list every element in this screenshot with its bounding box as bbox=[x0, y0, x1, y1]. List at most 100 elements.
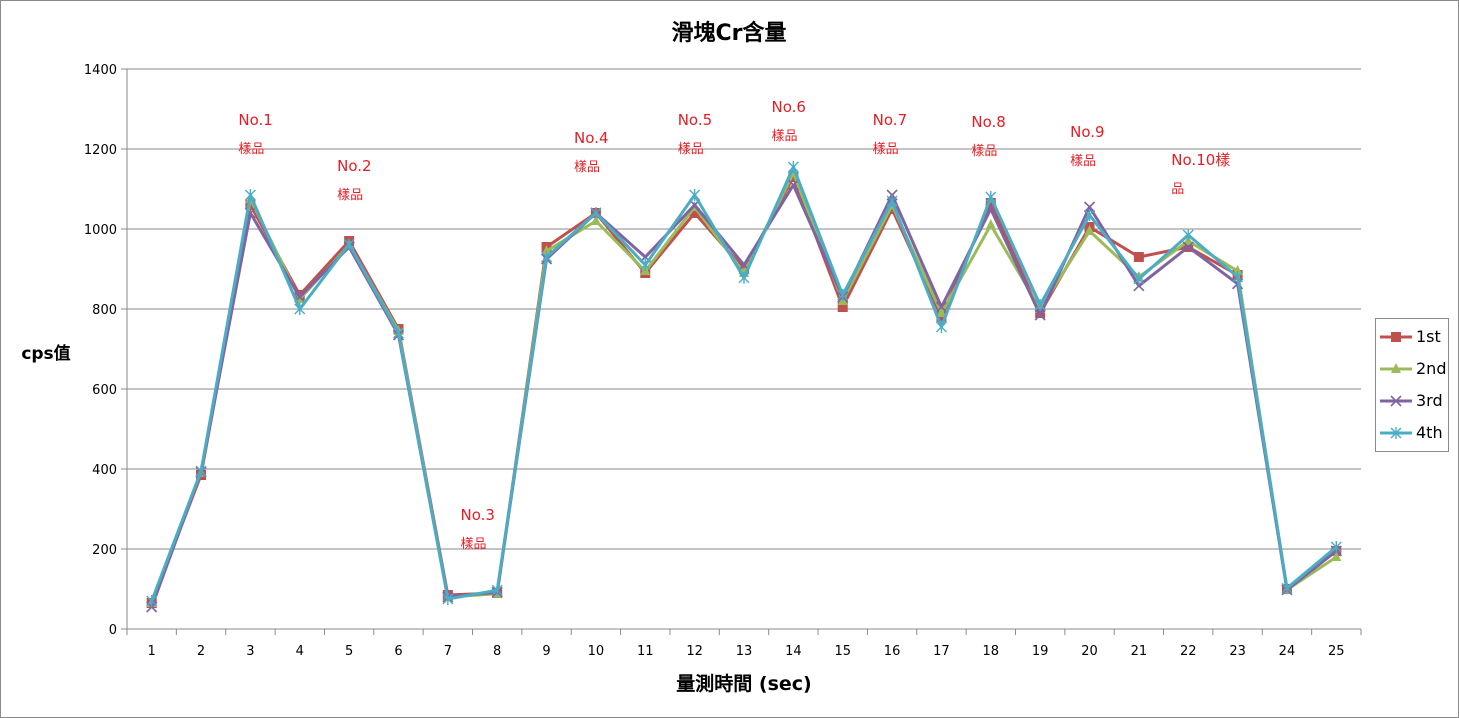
x-tick-label: 24 bbox=[1279, 644, 1296, 659]
legend-item-1st: 1st bbox=[1376, 322, 1448, 352]
data-point-4th bbox=[1232, 271, 1244, 283]
y-tick-label: 1400 bbox=[84, 63, 117, 78]
legend-label-1st: 1st bbox=[1416, 327, 1441, 346]
legend-label-3rd: 3rd bbox=[1416, 391, 1443, 410]
x-tick-label: 25 bbox=[1328, 644, 1345, 659]
data-point-4th bbox=[1182, 229, 1194, 241]
axes bbox=[126, 69, 1362, 635]
annotation-label: 樣品 bbox=[574, 160, 600, 175]
legend-item-2nd: 2nd bbox=[1376, 354, 1448, 384]
series-line-3rd bbox=[150, 183, 1338, 608]
annotation-label: No.3 bbox=[461, 506, 495, 524]
data-point-4th bbox=[1330, 541, 1342, 553]
x-tick-label: 9 bbox=[542, 644, 550, 659]
annotation-label: No.6 bbox=[771, 98, 805, 116]
data-point-4th bbox=[491, 584, 503, 597]
y-tick-label: 800 bbox=[92, 303, 117, 318]
x-tick-label: 12 bbox=[686, 644, 703, 659]
y-tick-label: 200 bbox=[92, 543, 117, 558]
x-tick-label: 15 bbox=[834, 644, 851, 659]
annotation-label: 樣品 bbox=[337, 188, 363, 203]
annotation-label: 樣品 bbox=[1070, 154, 1096, 169]
x-tick-label: 8 bbox=[493, 644, 501, 659]
data-point-1st bbox=[689, 208, 700, 218]
annotation-label: 樣品 bbox=[873, 142, 899, 157]
data-point-4th bbox=[442, 593, 454, 605]
legend-swatch-1st bbox=[1380, 332, 1412, 342]
data-point-4th bbox=[738, 271, 750, 284]
data-point-1st bbox=[837, 302, 848, 312]
data-point-3rd bbox=[1083, 201, 1096, 213]
annotation-label: No.2 bbox=[337, 157, 371, 175]
series-line-2nd bbox=[150, 171, 1338, 604]
data-point-2nd bbox=[541, 245, 552, 255]
series-line-4th bbox=[150, 165, 1338, 602]
series-1st bbox=[146, 172, 1342, 608]
data-point-2nd bbox=[1084, 225, 1095, 235]
data-point-4th bbox=[985, 191, 997, 203]
data-point-4th bbox=[244, 189, 256, 201]
annotation-label: 樣品 bbox=[971, 144, 997, 159]
data-point-4th bbox=[689, 189, 701, 201]
data-point-4th bbox=[146, 595, 158, 607]
data-point-3rd bbox=[1034, 309, 1046, 321]
y-tick-label: 1200 bbox=[84, 143, 117, 158]
x-tick-label: 20 bbox=[1081, 644, 1098, 659]
legend-label-2nd: 2nd bbox=[1416, 359, 1447, 378]
legend: 1st 2nd 3rd 4th bbox=[1375, 318, 1449, 452]
x-tick-label: 6 bbox=[394, 644, 402, 659]
data-point-1st bbox=[1133, 252, 1144, 262]
x-tick-label: 2 bbox=[197, 644, 205, 659]
x-tick-label: 7 bbox=[444, 644, 452, 659]
x-tick-label: 14 bbox=[785, 644, 802, 659]
annotation-label: No.10樣 bbox=[1171, 151, 1230, 169]
annotation-label: No.4 bbox=[574, 129, 608, 147]
series-4th bbox=[146, 161, 1342, 607]
data-point-2nd bbox=[1331, 551, 1342, 561]
x-tick-label: 22 bbox=[1180, 644, 1197, 659]
x-tick-labels: 1 2 3 4 5 6 7 8 9 10 11 12 13 14 15 16 17 18 19 20 21 22 23 24 2… bbox=[148, 644, 1345, 659]
y-tick-label: 400 bbox=[92, 463, 117, 478]
gridlines bbox=[121, 68, 1361, 630]
annotation-label: No.7 bbox=[873, 111, 907, 129]
data-point-4th bbox=[343, 238, 355, 251]
series-lines bbox=[146, 161, 1342, 613]
x-tick-label: 13 bbox=[736, 644, 753, 659]
data-point-2nd bbox=[590, 215, 601, 225]
annotation-label: 樣品 bbox=[771, 129, 797, 144]
x-tick-label: 18 bbox=[983, 644, 1000, 659]
x-tick-label: 21 bbox=[1131, 644, 1148, 659]
x-axis-label: 量測時間 (sec) bbox=[676, 672, 811, 695]
sample-annotations: No.1 樣品 No.2 樣品 No.3 樣品 No.4 樣品 No.5 樣品 No.6 樣品 No.7… bbox=[238, 98, 1230, 552]
data-point-2nd bbox=[1232, 265, 1243, 275]
data-point-3rd bbox=[1182, 241, 1194, 253]
legend-item-3rd: 3rd bbox=[1376, 386, 1448, 416]
legend-marker bbox=[1391, 363, 1401, 373]
annotation-label: No.8 bbox=[971, 113, 1005, 131]
chart-title: 滑塊Cr含量 bbox=[672, 20, 787, 46]
series-3rd bbox=[146, 179, 1342, 613]
legend-marker bbox=[1390, 395, 1402, 407]
data-point-3rd bbox=[787, 179, 799, 191]
data-point-4th bbox=[1281, 582, 1293, 595]
legend-swatch-4th bbox=[1380, 427, 1412, 439]
y-tick-label: 1000 bbox=[84, 223, 117, 238]
y-tick-label: 600 bbox=[92, 383, 117, 398]
data-point-4th bbox=[590, 207, 602, 219]
legend-marker bbox=[1390, 427, 1402, 439]
annotation-label: No.1 bbox=[238, 111, 272, 129]
data-point-4th bbox=[1084, 209, 1096, 221]
x-tick-label: 17 bbox=[933, 644, 950, 659]
y-tick-label: 0 bbox=[109, 623, 117, 638]
legend-label-4th: 4th bbox=[1416, 423, 1443, 442]
y-tick-labels: 0 200 400 600 800 1000 1200 1400 bbox=[84, 63, 117, 638]
x-tick-label: 11 bbox=[637, 644, 654, 659]
data-point-4th bbox=[1133, 273, 1145, 285]
y-axis-label: cps值 bbox=[21, 343, 70, 364]
data-point-4th bbox=[1034, 299, 1046, 311]
data-point-2nd bbox=[936, 307, 947, 317]
x-tick-label: 23 bbox=[1229, 644, 1246, 659]
x-tick-label: 19 bbox=[1032, 644, 1049, 659]
legend-swatch-3rd bbox=[1380, 395, 1412, 407]
